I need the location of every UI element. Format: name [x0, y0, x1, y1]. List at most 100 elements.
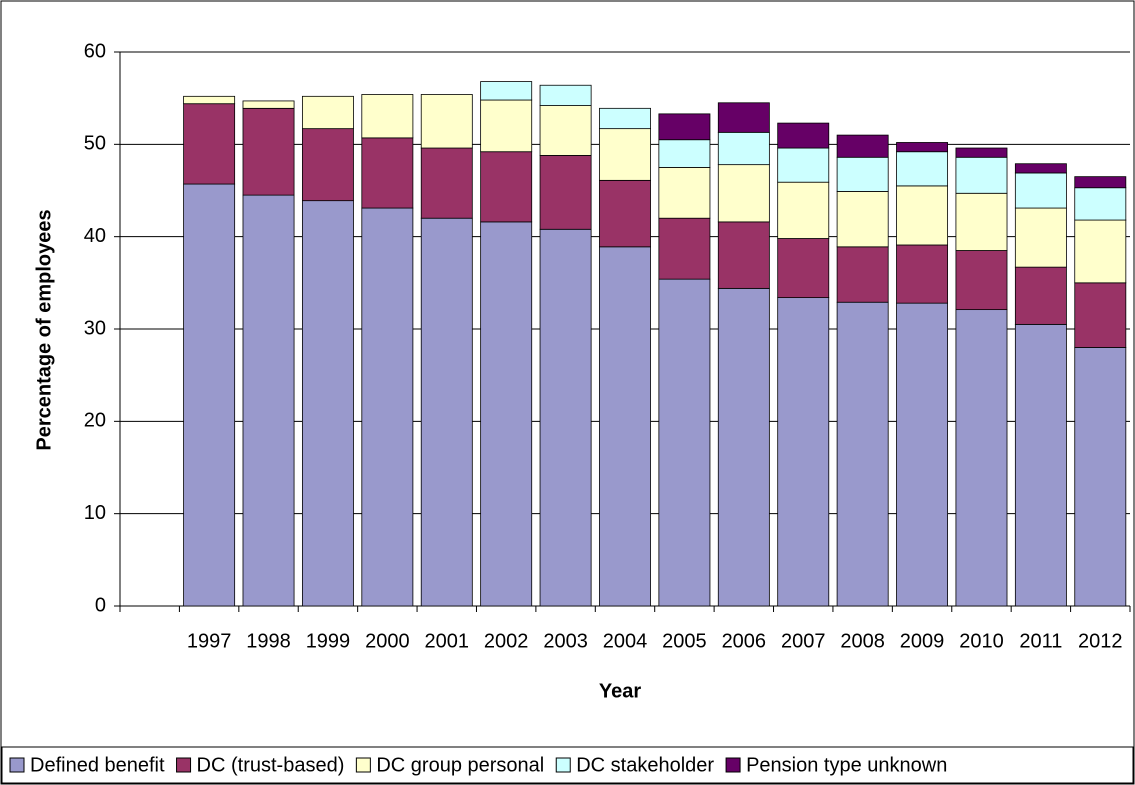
- bar-segment: [717, 164, 770, 223]
- bar-segment: [717, 102, 770, 133]
- bar-segment: [539, 155, 592, 230]
- bar-segment: [480, 151, 533, 223]
- bar-segment: [183, 95, 236, 105]
- bar-segment: [1014, 172, 1067, 209]
- bar-segment: [836, 156, 889, 192]
- x-tick-label: 1997: [187, 630, 232, 652]
- bar-segment: [658, 278, 711, 607]
- legend-swatch: [355, 757, 371, 773]
- bar-segment: [301, 128, 354, 202]
- legend-label: Pension type unknown: [746, 754, 947, 776]
- bar-segment: [599, 107, 651, 130]
- bar-segment: [658, 217, 711, 280]
- x-tick-label: 2006: [722, 630, 767, 652]
- bar-segment: [361, 137, 414, 209]
- bar-segment: [717, 287, 770, 607]
- bar-segment: [896, 151, 949, 187]
- legend-label: DC stakeholder: [576, 754, 714, 776]
- y-tick-label: 40: [84, 225, 106, 247]
- bar-segment: [599, 246, 651, 607]
- y-tick-label: 10: [84, 502, 106, 524]
- bar-segment: [242, 107, 295, 196]
- bar-segment: [955, 250, 1008, 311]
- x-tick-label: 2009: [900, 630, 945, 652]
- x-tick-label: 2008: [840, 630, 885, 652]
- bar-segment: [480, 99, 533, 153]
- bar-segment: [539, 84, 592, 106]
- x-tick-label: 2010: [959, 630, 1004, 652]
- x-tick-label: 2000: [365, 630, 410, 652]
- legend-swatch: [176, 757, 192, 773]
- bar-segment: [242, 194, 295, 607]
- legend-swatch: [555, 757, 571, 773]
- bar-segment: [361, 207, 414, 607]
- bar-segment: [717, 131, 770, 166]
- bar-segment: [836, 134, 889, 158]
- bar-segment: [1074, 187, 1127, 221]
- bar-segment: [658, 167, 711, 219]
- legend-label: Defined benefit: [30, 754, 165, 776]
- bar-segment: [896, 244, 949, 304]
- bar-segment: [658, 113, 711, 141]
- bar-segment: [420, 94, 473, 149]
- bar-segment: [955, 147, 1008, 158]
- bar-segment: [717, 221, 770, 289]
- bar-segment: [1074, 219, 1127, 284]
- bar-segment: [1074, 347, 1127, 607]
- legend-label: DC (trust-based): [197, 754, 345, 776]
- bar-segment: [777, 238, 830, 299]
- x-tick-label: 2001: [425, 630, 470, 652]
- bar-segment: [183, 103, 236, 185]
- x-tick-label: 1999: [306, 630, 351, 652]
- bar-segment: [539, 228, 592, 607]
- x-tick-label: 2003: [543, 630, 588, 652]
- x-tick-label: 2005: [662, 630, 707, 652]
- y-axis-title: Percentage of employees: [33, 209, 55, 450]
- bar-segment: [420, 217, 473, 607]
- bar-segment: [955, 156, 1008, 194]
- bar-segment: [777, 297, 830, 607]
- bar-segment: [242, 100, 295, 109]
- x-tick-label: 2004: [603, 630, 648, 652]
- bar-segment: [777, 181, 830, 239]
- y-tick-label: 60: [84, 40, 106, 62]
- bar-segment: [1014, 323, 1067, 607]
- x-tick-label: 2007: [781, 630, 826, 652]
- x-tick-label: 1998: [246, 630, 291, 652]
- bar-segment: [301, 200, 354, 607]
- bar-segment: [896, 185, 949, 246]
- bar-segment: [836, 246, 889, 303]
- bar-segment: [1014, 207, 1067, 268]
- legend-swatch: [9, 757, 25, 773]
- legend-label: DC group personal: [376, 754, 544, 776]
- bar-segment: [777, 147, 830, 183]
- bar-segment: [599, 179, 651, 248]
- bar-segment: [658, 139, 711, 168]
- y-tick-label: 20: [84, 410, 106, 432]
- x-tick-label: 2002: [484, 630, 529, 652]
- bar-segment: [539, 105, 592, 156]
- bar-segment: [896, 302, 949, 607]
- x-tick-label: 2011: [1019, 630, 1062, 652]
- bar-segment: [420, 147, 473, 219]
- bar-segment: [955, 192, 1008, 251]
- legend-swatch: [725, 757, 741, 773]
- bar-segment: [896, 142, 949, 153]
- bar-segment: [361, 94, 414, 139]
- bar-segment: [1074, 176, 1127, 189]
- bar-segment: [480, 221, 533, 607]
- y-tick-label: 30: [84, 317, 106, 339]
- bar-segment: [1014, 266, 1067, 325]
- bar-segment: [183, 183, 236, 607]
- x-tick-label: 2012: [1078, 630, 1123, 652]
- bar-segment: [599, 128, 651, 181]
- bar-segment: [301, 95, 354, 130]
- bar-segment: [836, 191, 889, 248]
- y-tick-label: 50: [84, 133, 106, 155]
- y-tick-label: 0: [95, 594, 106, 616]
- bar-segment: [480, 81, 533, 101]
- bar-segment: [836, 301, 889, 607]
- bar-segment: [955, 309, 1008, 607]
- bar-segment: [777, 122, 830, 149]
